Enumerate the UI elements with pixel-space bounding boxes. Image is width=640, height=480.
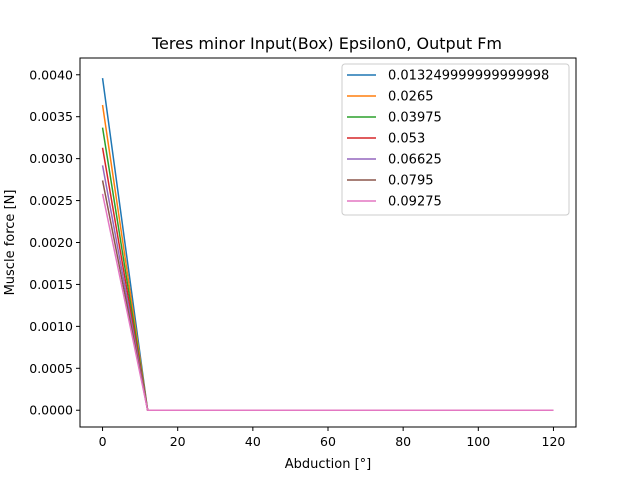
legend-label: 0.09275 <box>388 195 442 210</box>
legend: 0.013249999999999998 0.0265 0.03975 0.053 0.… <box>341 63 570 216</box>
chart-title: Teres minor Input(Box) Epsilon0, Output … <box>151 34 502 53</box>
legend-label: 0.0795 <box>388 174 434 189</box>
legend-label: 0.0265 <box>388 90 434 105</box>
legend-label: 0.06625 <box>388 153 442 168</box>
x-axis-label: Abduction [°] <box>285 457 371 472</box>
y-tick-label: 0.0035 <box>29 109 73 124</box>
x-axis: 0 20 40 60 80 100 120 <box>99 427 566 449</box>
legend-box <box>341 63 570 216</box>
y-tick-label: 0.0000 <box>29 403 73 418</box>
series-line-7 <box>101 193 554 411</box>
series-layer <box>101 78 554 411</box>
legend-label: 0.013249999999999998 <box>388 69 549 84</box>
y-tick-label: 0.0030 <box>29 151 73 166</box>
y-axis-label: Muscle force [N] <box>3 190 18 296</box>
legend-label: 0.053 <box>388 132 425 147</box>
x-tick-label: 40 <box>245 434 261 449</box>
y-tick-label: 0.0020 <box>29 235 73 250</box>
x-tick-label: 80 <box>395 434 411 449</box>
y-tick-label: 0.0040 <box>29 67 73 82</box>
y-tick-label: 0.0010 <box>29 319 73 334</box>
x-tick-label: 60 <box>320 434 336 449</box>
legend-label: 0.03975 <box>388 111 442 126</box>
x-tick-label: 20 <box>170 434 186 449</box>
x-tick-label: 120 <box>542 434 566 449</box>
y-tick-label: 0.0015 <box>29 277 73 292</box>
y-axis: 0.0000 0.0005 0.0010 0.0015 0.0020 0.0025 0.00… <box>29 67 80 418</box>
y-tick-label: 0.0005 <box>29 361 73 376</box>
x-tick-label: 0 <box>99 434 107 449</box>
y-tick-label: 0.0025 <box>29 193 73 208</box>
x-tick-label: 100 <box>466 434 490 449</box>
